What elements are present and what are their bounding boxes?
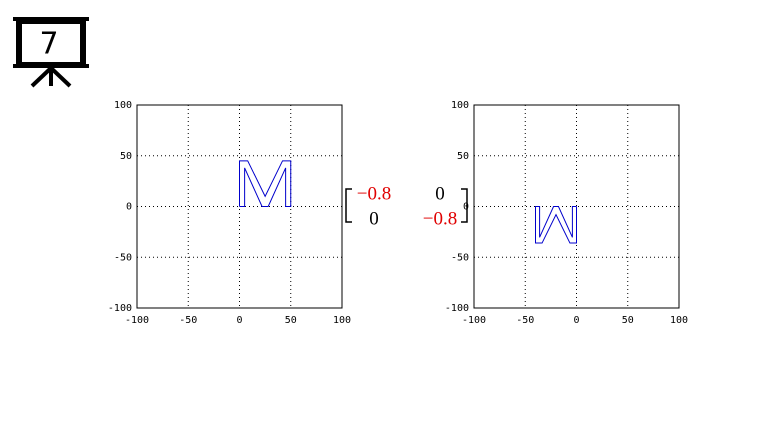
matrix-entry: 0	[435, 183, 445, 204]
y-tick-label: 0	[126, 202, 132, 213]
matrix-entry: −0.8	[423, 208, 457, 229]
y-tick-label: 100	[114, 100, 132, 111]
matrix: −0.8 0 0 −0.8	[345, 183, 468, 229]
y-tick-label: 0	[463, 202, 469, 213]
y-tick-label: -100	[108, 303, 132, 314]
x-tick-label: 0	[573, 315, 579, 326]
x-tick-label: 50	[285, 315, 297, 326]
y-tick-label: -100	[445, 303, 469, 314]
x-tick-label: 0	[236, 315, 242, 326]
x-tick-label: -50	[179, 315, 197, 326]
matrix-entry: 0	[369, 208, 379, 229]
matrix-entry: −0.8	[357, 183, 391, 204]
x-tick-label: 100	[333, 315, 351, 326]
y-tick-label: 50	[120, 151, 132, 162]
x-tick-label: 50	[622, 315, 634, 326]
x-tick-label: -100	[125, 315, 149, 326]
line-series	[535, 206, 577, 244]
line-series	[239, 160, 292, 207]
x-tick-label: 100	[670, 315, 688, 326]
slide-number: 7	[39, 27, 58, 62]
x-tick-label: -50	[516, 315, 534, 326]
plot-frame	[136, 104, 343, 309]
plot: -100 -50 0 50 100 -100 -50 0 50 100	[445, 100, 688, 326]
slide-icon: 7	[13, 17, 89, 88]
y-tick-label: 50	[457, 151, 469, 162]
y-tick-label: -50	[114, 252, 132, 263]
x-tick-label: -100	[462, 315, 486, 326]
y-tick-label: -50	[451, 252, 469, 263]
plot-frame	[473, 104, 680, 309]
plot: -100 -50 0 50 100 -100 -50 0 50 100	[108, 100, 351, 326]
y-tick-label: 100	[451, 100, 469, 111]
